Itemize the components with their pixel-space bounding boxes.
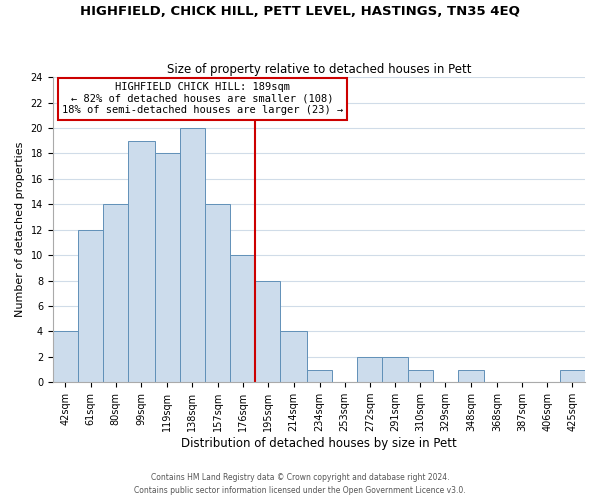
Bar [78, 230, 103, 382]
Y-axis label: Number of detached properties: Number of detached properties [15, 142, 25, 318]
Text: Contains HM Land Registry data © Crown copyright and database right 2024.
Contai: Contains HM Land Registry data © Crown c… [134, 474, 466, 495]
Bar [407, 370, 433, 382]
Bar [53, 332, 78, 382]
Bar [128, 140, 155, 382]
Bar [560, 370, 585, 382]
Bar [103, 204, 128, 382]
Bar [357, 357, 382, 382]
Title: Size of property relative to detached houses in Pett: Size of property relative to detached ho… [167, 63, 471, 76]
Bar [230, 255, 256, 382]
Bar [280, 332, 307, 382]
Bar [382, 357, 407, 382]
X-axis label: Distribution of detached houses by size in Pett: Distribution of detached houses by size … [181, 437, 457, 450]
Bar [155, 154, 180, 382]
Bar [307, 370, 332, 382]
Bar [180, 128, 205, 382]
Bar [458, 370, 484, 382]
Text: HIGHFIELD, CHICK HILL, PETT LEVEL, HASTINGS, TN35 4EQ: HIGHFIELD, CHICK HILL, PETT LEVEL, HASTI… [80, 5, 520, 18]
Bar [256, 280, 280, 382]
Bar [205, 204, 230, 382]
Text: HIGHFIELD CHICK HILL: 189sqm
← 82% of detached houses are smaller (108)
18% of s: HIGHFIELD CHICK HILL: 189sqm ← 82% of de… [62, 82, 343, 116]
